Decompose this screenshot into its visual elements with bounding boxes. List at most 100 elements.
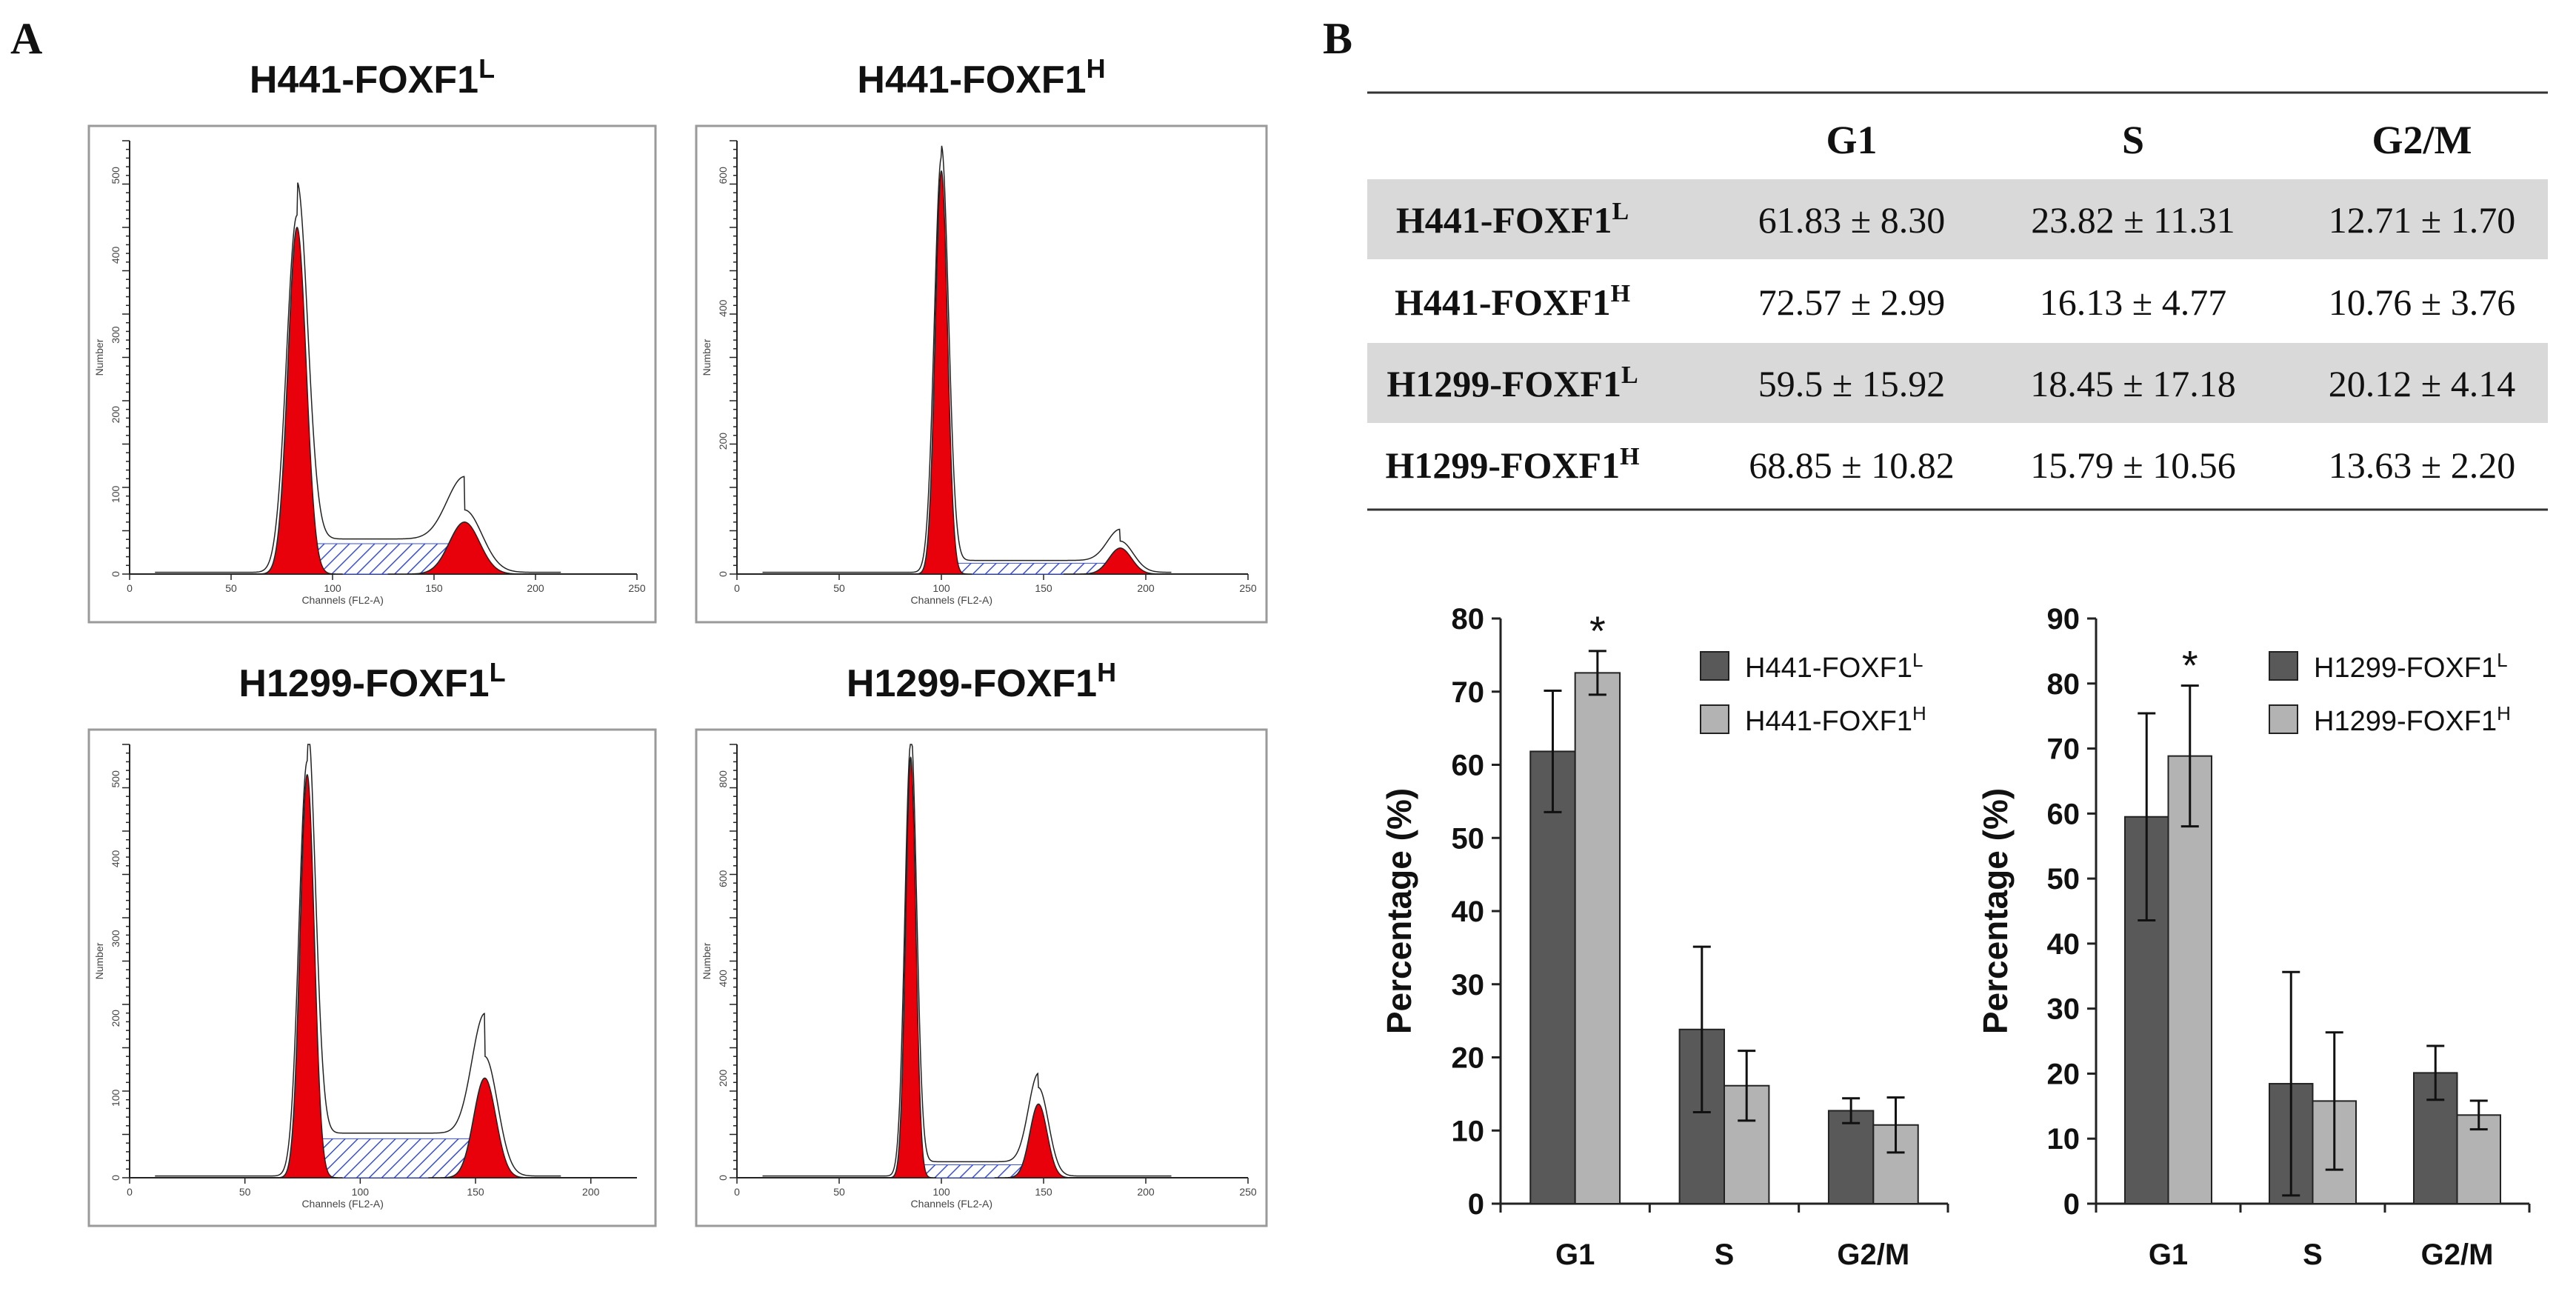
histogram-frame [695, 728, 1268, 1227]
significance-star: * [2182, 642, 2198, 689]
histogram-y-tick-label: 300 [110, 326, 121, 344]
y-tick-label: 40 [1452, 896, 1485, 928]
s-phase-region [915, 1164, 1034, 1178]
histogram-y-tick-label: 200 [717, 433, 729, 450]
table-cell: 13.63 ± 2.20 [2329, 444, 2515, 486]
histogram-x-tick-label: 150 [425, 582, 443, 594]
histogram-x-tick-label: 150 [467, 1186, 484, 1198]
panel-label-a: A [10, 14, 42, 63]
x-tick-label: G2/M [2421, 1238, 2494, 1271]
bar-chart-2: 0 10 20 30 40 50 60 70 80 90 Percentage (%) G1 * S G2/… [1976, 603, 2531, 1271]
histogram-2: H441-FOXF1H 0 200 400 600 0 50 100 150 200 250 Numb… [695, 53, 1268, 624]
histogram-y-tick-label: 100 [110, 485, 121, 503]
histogram-x-tick-label: 0 [734, 1186, 740, 1198]
bar-charts: 0 10 20 30 40 50 60 70 80 Percentage (%) G1 * S G2/M H… [1380, 603, 2531, 1271]
table-cell: 20.12 ± 4.14 [2329, 363, 2515, 404]
histogram-title: H1299-FOXF1H [847, 657, 1116, 705]
table-cell: 61.83 ± 8.30 [1758, 199, 1945, 241]
legend-swatch [1700, 704, 1729, 734]
y-tick-label: 50 [2047, 863, 2081, 896]
histogram-4: H1299-FOXF1H 0 200 400 600 800 0 50 100 150 200 250… [695, 657, 1268, 1227]
table-cell: 68.85 ± 10.82 [1749, 444, 1954, 486]
legend-swatch [2269, 704, 2298, 734]
histogram-x-tick-label: 100 [932, 582, 950, 594]
table-cell: 10.76 ± 3.76 [2329, 281, 2515, 323]
table-row-label: H1299-FOXF1L [1387, 361, 1638, 404]
histogram-x-tick-label: 200 [1137, 582, 1155, 594]
table-header: G2/M [2372, 118, 2472, 162]
bar-g2m-series-1 [1827, 1110, 1875, 1205]
legend-label: H1299-FOXF1L [2314, 649, 2508, 684]
histogram-x-label: Channels (FL2-A) [911, 594, 993, 606]
histogram-x-tick-label: 250 [628, 582, 646, 594]
legend-label: H441-FOXF1H [1745, 702, 1926, 737]
histogram-y-tick-label: 400 [717, 970, 729, 987]
bar-g1-series-1 [1529, 750, 1576, 1204]
table-row-shade [1367, 179, 2548, 259]
g2-peak [388, 521, 541, 575]
histogram-y-tick-label: 200 [110, 406, 121, 424]
x-tick-label: S [1715, 1238, 1735, 1271]
histogram-y-tick-label: 400 [717, 299, 729, 317]
histogram-y-tick-label: 800 [717, 770, 729, 788]
y-tick-label: 60 [1452, 750, 1485, 782]
histogram-x-tick-label: 250 [1239, 582, 1257, 594]
table-row: H441-FOXF1L 61.83 ± 8.30 23.82 ± 11.31 12.7… [1367, 179, 2548, 259]
s-phase-region [946, 562, 1116, 575]
histogram-y-tick-label: 300 [110, 930, 121, 947]
g2-peak [1064, 547, 1177, 575]
legend-swatch [1700, 651, 1729, 681]
histogram-y-tick-label: 400 [110, 850, 121, 868]
table-row: H441-FOXF1H 72.57 ± 2.99 16.13 ± 4.77 10.76… [1395, 280, 2515, 323]
histogram-x-tick-label: 200 [582, 1186, 600, 1198]
histogram-y-tick-label: 400 [110, 247, 121, 264]
table-cell: 72.57 ± 2.99 [1758, 281, 1945, 323]
histogram-title: H1299-FOXF1L [238, 657, 505, 705]
histogram-x-tick-label: 200 [527, 582, 544, 594]
histogram-x-tick-label: 150 [1035, 582, 1052, 594]
table-cell: 15.79 ± 10.56 [2030, 444, 2235, 486]
histogram-y-label: Number [93, 942, 105, 979]
panel-label-b: B [1323, 14, 1352, 63]
table-cell: 59.5 ± 15.92 [1758, 363, 1945, 404]
histogram-y-tick-label: 600 [717, 870, 729, 887]
histogram-x-label: Channels (FL2-A) [911, 1198, 993, 1210]
histogram-y-tick-label: 600 [717, 167, 729, 184]
bar-g1-series-2 [1574, 672, 1621, 1204]
y-tick-label: 0 [2063, 1188, 2080, 1221]
histogram-y-tick-label: 500 [110, 770, 121, 788]
legend-swatch [2269, 651, 2298, 681]
histogram-x-tick-label: 100 [932, 1186, 950, 1198]
x-tick-label: G1 [1555, 1238, 1595, 1271]
y-tick-label: 60 [2047, 798, 2081, 830]
y-tick-label: 70 [1452, 676, 1485, 709]
x-tick-label: G2/M [1837, 1238, 1909, 1271]
table-header: G1 [1826, 118, 1877, 162]
table-row: H1299-FOXF1H 68.85 ± 10.82 15.79 ± 10.56 13… [1385, 443, 2515, 486]
histogram-envelope [762, 744, 1172, 1177]
histogram-y-tick-label: 0 [110, 571, 121, 577]
table-row-label: H441-FOXF1L [1396, 198, 1629, 241]
histogram-x-tick-label: 50 [225, 582, 237, 594]
histogram-y-tick-label: 0 [110, 1175, 121, 1181]
histogram-y-label: Number [701, 339, 713, 376]
g1-peak [910, 170, 972, 575]
bar-g1-series-2 [2167, 755, 2212, 1204]
histogram-1: H441-FOXF1L 0 100 200 300 400 500 0 50 100 150 200 2… [87, 53, 657, 624]
y-tick-label: 80 [1452, 603, 1485, 636]
y-tick-label: 70 [2047, 733, 2081, 766]
y-tick-label: 20 [2047, 1058, 2081, 1090]
g1-peak [271, 773, 343, 1178]
table-cell: 23.82 ± 11.31 [2031, 199, 2235, 241]
histogram-x-tick-label: 50 [833, 1186, 845, 1198]
g2-peak [995, 1103, 1082, 1178]
s-phase-region [301, 543, 460, 575]
table-row-shade [1367, 343, 2548, 423]
x-tick-label: G1 [2149, 1238, 2188, 1271]
significance-star: * [1589, 607, 1606, 654]
histogram-x-tick-label: 100 [352, 1186, 370, 1198]
histogram-y-tick-label: 0 [717, 571, 729, 577]
table-row-label: H1299-FOXF1H [1385, 443, 1639, 486]
histogram-x-tick-label: 200 [1137, 1186, 1155, 1198]
histogram-y-tick-label: 0 [717, 1175, 729, 1181]
